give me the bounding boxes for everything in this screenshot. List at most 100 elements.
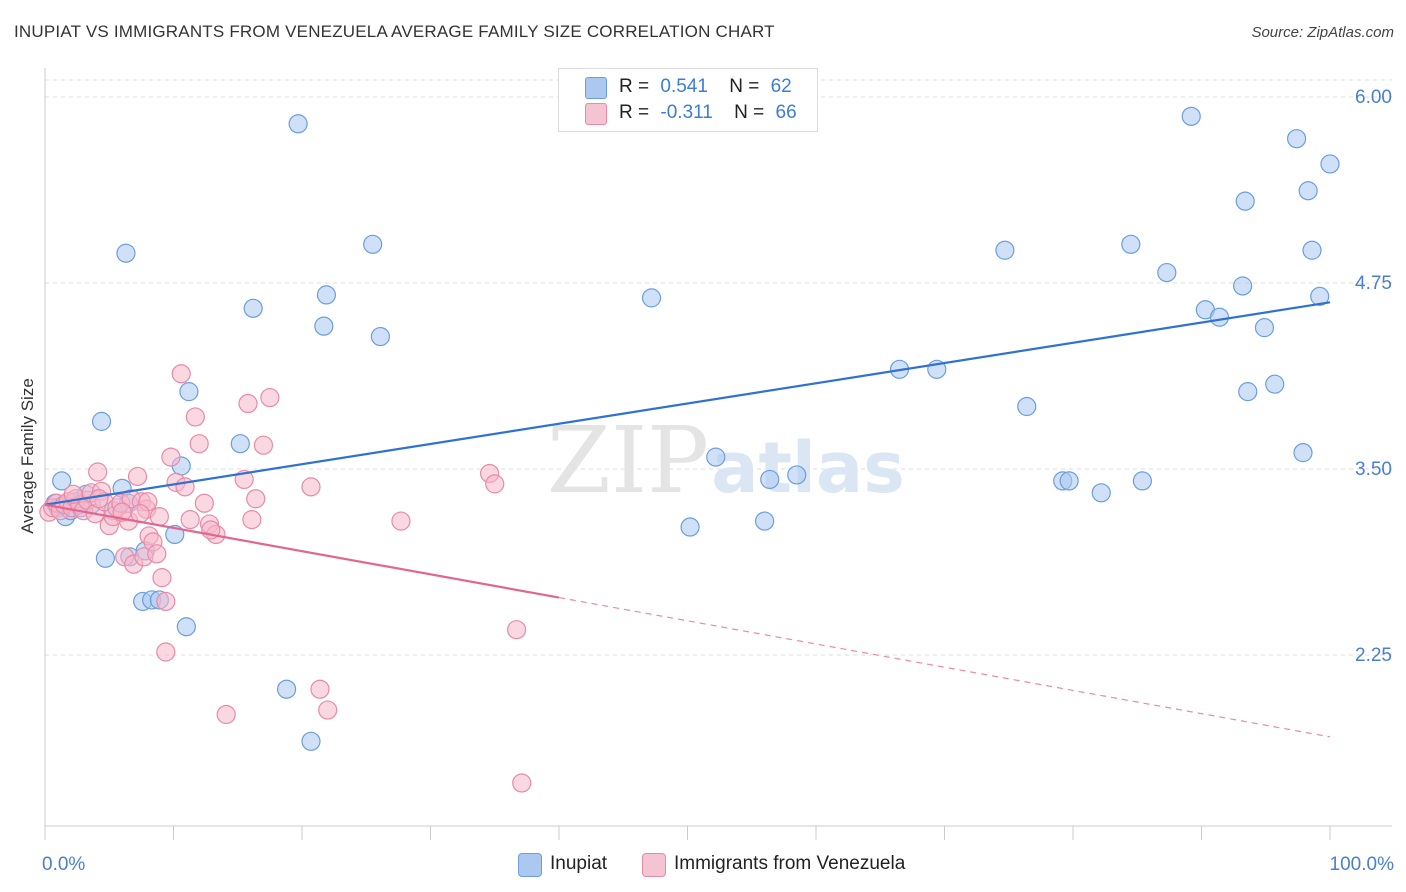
inupiat-point — [301, 731, 321, 751]
inupiat-point — [276, 679, 297, 699]
stats-legend: R = 0.541 N = 62 R = -0.311 N = 66 — [558, 68, 818, 132]
venezuela-point — [147, 544, 167, 564]
inupiat-point — [1157, 262, 1177, 283]
inupiat-point — [316, 285, 337, 305]
inupiat-point — [370, 326, 390, 347]
legend-label-inupiat: Inupiat — [550, 853, 608, 874]
legend-n-label: N = — [729, 76, 760, 97]
inupiat-point — [230, 434, 250, 454]
inupiat-point — [1298, 181, 1318, 201]
venezuela-point — [171, 364, 191, 384]
venezuela-point — [238, 393, 258, 414]
x-tick-label: 0.0% — [42, 854, 85, 875]
venezuela-point — [246, 489, 266, 509]
trend-lines — [44, 301, 1331, 738]
venezuela-point — [149, 507, 169, 527]
inupiat-point — [95, 548, 115, 568]
gridlines — [45, 79, 1392, 656]
inupiat-point — [995, 240, 1015, 260]
inupiat-point — [1310, 286, 1330, 306]
legend-n-value: 66 — [775, 102, 797, 123]
venezuela-point — [194, 493, 214, 513]
venezuela-swatch — [585, 103, 607, 125]
venezuela-point — [310, 679, 330, 699]
inupiat-point — [1181, 106, 1201, 126]
legend-r-label: R = — [619, 102, 650, 123]
inupiat-point — [1233, 276, 1253, 296]
watermark: ZIP atlas — [547, 407, 905, 514]
inupiat-point — [1121, 234, 1141, 254]
venezuela-point — [127, 466, 148, 487]
venezuela-point — [506, 620, 527, 640]
inupiat-point — [1238, 382, 1258, 402]
inupiat-point — [1091, 483, 1111, 503]
venezuela-point — [318, 700, 338, 720]
y-tick-label: 2.25 — [1355, 645, 1392, 666]
venezuela-point — [88, 462, 108, 482]
inupiat-point — [706, 447, 726, 467]
venezuela-point — [89, 489, 109, 509]
venezuela-point — [152, 568, 172, 588]
venezuela-swatch — [642, 853, 666, 877]
venezuela-point — [216, 704, 236, 725]
source-credit: Source: ZipAtlas.com — [1251, 24, 1394, 41]
inupiat-point — [116, 243, 136, 263]
axes — [44, 68, 1392, 840]
venezuela-point — [189, 434, 209, 454]
inupiat-point — [243, 298, 263, 318]
inupiat-point — [1254, 318, 1275, 338]
venezuela-point — [391, 511, 411, 531]
venezuela-point — [156, 642, 176, 662]
inupiat-point — [1293, 443, 1313, 463]
inupiat-point — [680, 517, 700, 537]
tick-labels: 2.25 3.50 4.75 6.00 0.0% 100.0% — [42, 87, 1394, 875]
inupiat-point — [179, 382, 199, 402]
inupiat-point — [1235, 191, 1255, 211]
venezuela-point — [253, 435, 274, 455]
inupiat-point — [288, 114, 308, 134]
venezuela-point — [301, 477, 321, 497]
inupiat-trend-line — [44, 301, 1331, 506]
legend-label-venezuela: Immigrants from Venezuela — [674, 853, 906, 874]
inupiat-point — [91, 411, 112, 431]
inupiat-point — [641, 288, 662, 308]
venezuela-trend-extrapolation — [558, 596, 1331, 738]
inupiat-point — [1320, 154, 1340, 174]
inupiat-point — [1209, 307, 1230, 327]
inupiat-point — [1286, 129, 1307, 149]
y-tick-label: 3.50 — [1355, 459, 1392, 480]
y-tick-label: 4.75 — [1355, 273, 1392, 294]
legend-n-value: 62 — [770, 76, 792, 97]
venezuela-point — [161, 447, 181, 467]
watermark-zip: ZIP — [547, 407, 709, 514]
chart-title: INUPIAT VS IMMIGRANTS FROM VENEZUELA AVE… — [14, 22, 775, 41]
legend-n-label: N = — [734, 102, 765, 123]
legend-r-value: -0.311 — [660, 102, 713, 123]
venezuela-point — [185, 407, 205, 427]
inupiat-point — [1059, 471, 1079, 491]
inupiat-swatch — [518, 853, 542, 877]
inupiat-point — [314, 316, 334, 336]
venezuela-point — [485, 474, 505, 494]
legend-r-label: R = — [619, 76, 650, 97]
inupiat-point — [787, 465, 807, 485]
venezuela-point — [512, 773, 532, 793]
venezuela-point — [156, 591, 176, 612]
inupiat-point — [52, 471, 72, 491]
inupiat-point — [760, 469, 780, 490]
venezuela-point — [242, 509, 262, 530]
inupiat-point — [1265, 374, 1285, 394]
inupiat-point — [754, 511, 775, 531]
inupiat-point — [363, 234, 383, 254]
inupiat-point — [1017, 396, 1037, 417]
inupiat-point — [1302, 240, 1322, 260]
inupiat-point — [176, 617, 196, 637]
venezuela-trend-line — [44, 503, 560, 599]
legend-r-value: 0.541 — [660, 76, 708, 97]
venezuela-point — [260, 387, 280, 408]
x-tick-label: 100.0% — [1330, 854, 1395, 875]
inupiat-swatch — [585, 77, 607, 99]
inupiat-point — [1132, 471, 1152, 491]
venezuela-point — [180, 509, 200, 530]
